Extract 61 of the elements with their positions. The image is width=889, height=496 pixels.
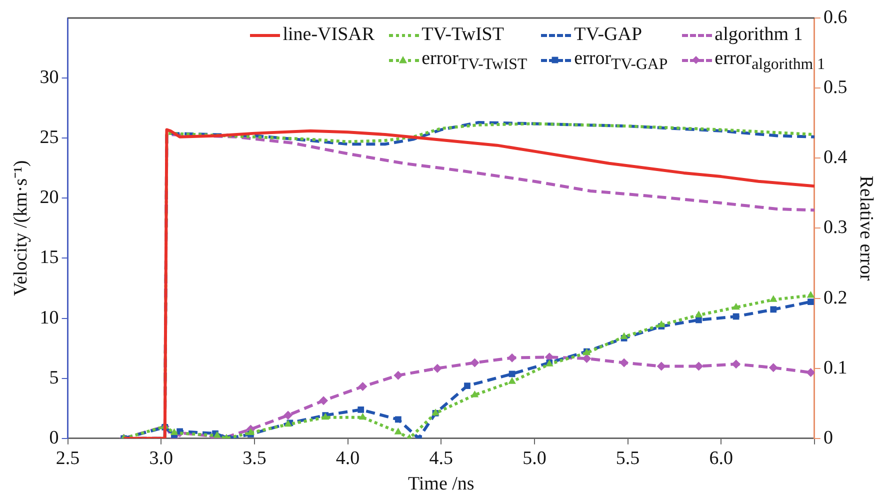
point [470,390,479,398]
legend-label: TV-GAP [574,24,642,46]
y-tick-label: 10 [40,307,59,328]
point [806,368,814,378]
point [358,406,364,413]
y2-tick-label: 0 [823,427,833,448]
point [464,382,470,390]
point [395,416,402,423]
point [432,364,442,373]
x-tick-label: 2.5 [56,448,80,469]
legend-label: error$_{TV-GAP}$ [574,48,668,74]
legend-label: TV-TwIST [422,24,504,46]
y2-tick-label: 0.2 [823,287,848,308]
x-tick-label: 6.0 [709,448,733,469]
y-axis-title: Velocity /(km·s⁻¹) [10,160,32,296]
x-tick-label: 5.0 [522,448,546,469]
y2-tick-label: 0.4 [823,147,848,168]
point [284,420,292,427]
point [284,410,293,420]
point [770,306,777,313]
y-tick-label: 0 [49,427,59,448]
point [620,332,628,340]
point [394,428,402,434]
point [732,302,740,310]
y2-tick-label: 0.5 [823,77,848,98]
legend-label: algorithm 1 [714,24,803,46]
x-tick-label: 4.0 [336,448,360,469]
point [694,310,703,318]
x-tick-label: 3.0 [149,448,174,469]
legend-label: error$_{algorithm 1}$ [714,48,825,74]
y-tick-label: 25 [40,127,59,148]
x-tick-label: 3.5 [242,448,266,469]
point [808,298,814,305]
y2-axis-title: Relative error [856,176,877,282]
point [508,353,517,362]
point [620,358,629,368]
point [582,354,592,364]
point [319,396,328,406]
point [394,370,403,380]
point [170,428,178,436]
point [358,382,368,392]
point [358,412,367,420]
x-axis-title: Time /ns [408,474,474,495]
x-tick-label: 5.5 [616,448,640,469]
y-tick-label: 30 [40,67,59,88]
x-tick-label: 4.5 [429,448,453,469]
point [470,358,480,368]
y-tick-label: 20 [40,187,59,208]
point [732,360,741,369]
y-tick-label: 15 [40,247,59,268]
point [806,290,814,298]
y2-tick-label: 0.3 [823,217,848,238]
y-tick-label: 5 [49,367,59,388]
point [768,363,778,372]
legend-label: error$_{TV-TwIST}$ [422,48,528,74]
legend-label: line-VISAR [282,24,375,46]
y2-tick-label: 0.1 [823,357,848,378]
point [213,431,222,438]
point [508,377,516,384]
point [769,295,778,302]
y2-tick-label: 0.6 [823,6,848,28]
